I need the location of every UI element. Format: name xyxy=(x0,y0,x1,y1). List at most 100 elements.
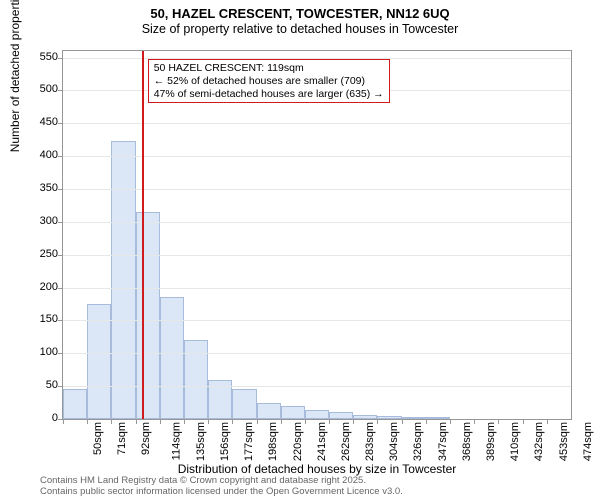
histogram-bar xyxy=(136,212,160,419)
y-tick-label: 350 xyxy=(18,182,58,194)
x-tick-label: 220sqm xyxy=(292,422,304,461)
histogram-bar xyxy=(160,297,184,419)
bars-layer xyxy=(63,51,571,419)
x-tick-mark xyxy=(450,419,451,424)
plot-area: 50 HAZEL CRESCENT: 119sqm← 52% of detach… xyxy=(62,50,572,420)
histogram-bar xyxy=(232,389,256,419)
x-tick-mark xyxy=(184,419,185,424)
chart-container: 50, HAZEL CRESCENT, TOWCESTER, NN12 6UQ … xyxy=(0,0,600,500)
x-tick-label: 389sqm xyxy=(485,422,497,461)
y-tick-label: 150 xyxy=(18,313,58,325)
histogram-bar xyxy=(377,416,401,419)
y-tick-label: 50 xyxy=(18,379,58,391)
histogram-bar xyxy=(184,340,208,419)
x-tick-mark xyxy=(208,419,209,424)
gridline xyxy=(63,353,571,354)
x-tick-mark xyxy=(111,419,112,424)
annotation-line-1: 50 HAZEL CRESCENT: 119sqm xyxy=(154,62,384,75)
y-tick-mark xyxy=(58,288,63,289)
y-tick-mark xyxy=(58,386,63,387)
x-tick-mark xyxy=(232,419,233,424)
x-tick-label: 368sqm xyxy=(461,422,473,461)
x-tick-mark xyxy=(257,419,258,424)
x-tick-mark xyxy=(87,419,88,424)
y-tick-mark xyxy=(58,58,63,59)
x-tick-mark xyxy=(474,419,475,424)
x-tick-mark xyxy=(353,419,354,424)
y-tick-label: 250 xyxy=(18,248,58,260)
x-tick-mark xyxy=(136,419,137,424)
x-axis-label: Distribution of detached houses by size … xyxy=(62,462,572,476)
y-tick-mark xyxy=(58,320,63,321)
histogram-bar xyxy=(257,403,281,419)
x-tick-label: 114sqm xyxy=(170,422,182,460)
chart-title: 50, HAZEL CRESCENT, TOWCESTER, NN12 6UQ xyxy=(0,6,600,22)
chart-subtitle: Size of property relative to detached ho… xyxy=(0,22,600,38)
gridline xyxy=(63,320,571,321)
x-tick-mark xyxy=(402,419,403,424)
x-tick-label: 474sqm xyxy=(582,422,594,461)
x-tick-label: 326sqm xyxy=(413,422,425,461)
x-tick-label: 135sqm xyxy=(195,422,207,461)
x-tick-mark xyxy=(329,419,330,424)
x-tick-mark xyxy=(426,419,427,424)
histogram-bar xyxy=(402,417,426,419)
gridline xyxy=(63,386,571,387)
y-tick-mark xyxy=(58,189,63,190)
x-tick-label: 198sqm xyxy=(267,422,279,461)
y-tick-mark xyxy=(58,353,63,354)
y-tick-label: 550 xyxy=(18,51,58,63)
y-tick-label: 300 xyxy=(18,215,58,227)
y-tick-mark xyxy=(58,123,63,124)
title-block: 50, HAZEL CRESCENT, TOWCESTER, NN12 6UQ … xyxy=(0,0,600,38)
x-tick-mark xyxy=(305,419,306,424)
gridline xyxy=(63,156,571,157)
x-tick-mark xyxy=(523,419,524,424)
x-tick-label: 410sqm xyxy=(509,422,521,461)
attribution-footer: Contains HM Land Registry data © Crown c… xyxy=(40,476,403,498)
histogram-bar xyxy=(426,417,450,419)
x-tick-label: 262sqm xyxy=(340,422,352,461)
y-tick-label: 0 xyxy=(18,412,58,424)
annotation-line-3: 47% of semi-detached houses are larger (… xyxy=(154,88,384,101)
histogram-bar xyxy=(63,389,87,419)
gridline xyxy=(63,255,571,256)
x-tick-label: 432sqm xyxy=(534,422,546,461)
x-tick-label: 156sqm xyxy=(219,422,231,461)
annotation-line-2: ← 52% of detached houses are smaller (70… xyxy=(154,75,384,88)
histogram-bar xyxy=(329,412,353,419)
y-tick-label: 400 xyxy=(18,149,58,161)
gridline xyxy=(63,222,571,223)
y-tick-mark xyxy=(58,156,63,157)
footer-line-2: Contains public sector information licen… xyxy=(40,487,403,498)
y-tick-mark xyxy=(58,222,63,223)
x-tick-mark xyxy=(377,419,378,424)
x-tick-label: 347sqm xyxy=(437,422,449,461)
x-tick-mark xyxy=(281,419,282,424)
y-tick-label: 100 xyxy=(18,346,58,358)
x-tick-label: 50sqm xyxy=(92,422,104,455)
gridline xyxy=(63,288,571,289)
x-tick-label: 304sqm xyxy=(388,422,400,461)
x-tick-label: 241sqm xyxy=(316,422,328,461)
y-tick-label: 500 xyxy=(18,83,58,95)
x-tick-mark xyxy=(63,419,64,424)
x-tick-label: 92sqm xyxy=(140,422,152,455)
y-tick-label: 200 xyxy=(18,281,58,293)
histogram-bar xyxy=(281,406,305,419)
annotation-box: 50 HAZEL CRESCENT: 119sqm← 52% of detach… xyxy=(148,59,390,103)
gridline xyxy=(63,189,571,190)
x-tick-mark xyxy=(498,419,499,424)
histogram-bar xyxy=(111,141,135,419)
x-tick-mark xyxy=(160,419,161,424)
x-tick-label: 453sqm xyxy=(558,422,570,461)
y-tick-mark xyxy=(58,255,63,256)
property-marker-line xyxy=(142,51,144,419)
gridline xyxy=(63,123,571,124)
x-tick-label: 71sqm xyxy=(116,422,128,455)
y-tick-mark xyxy=(58,90,63,91)
x-tick-label: 177sqm xyxy=(243,422,255,461)
histogram-bar xyxy=(305,410,329,419)
y-axis-label: Number of detached properties xyxy=(8,0,22,152)
x-tick-label: 283sqm xyxy=(364,422,376,461)
